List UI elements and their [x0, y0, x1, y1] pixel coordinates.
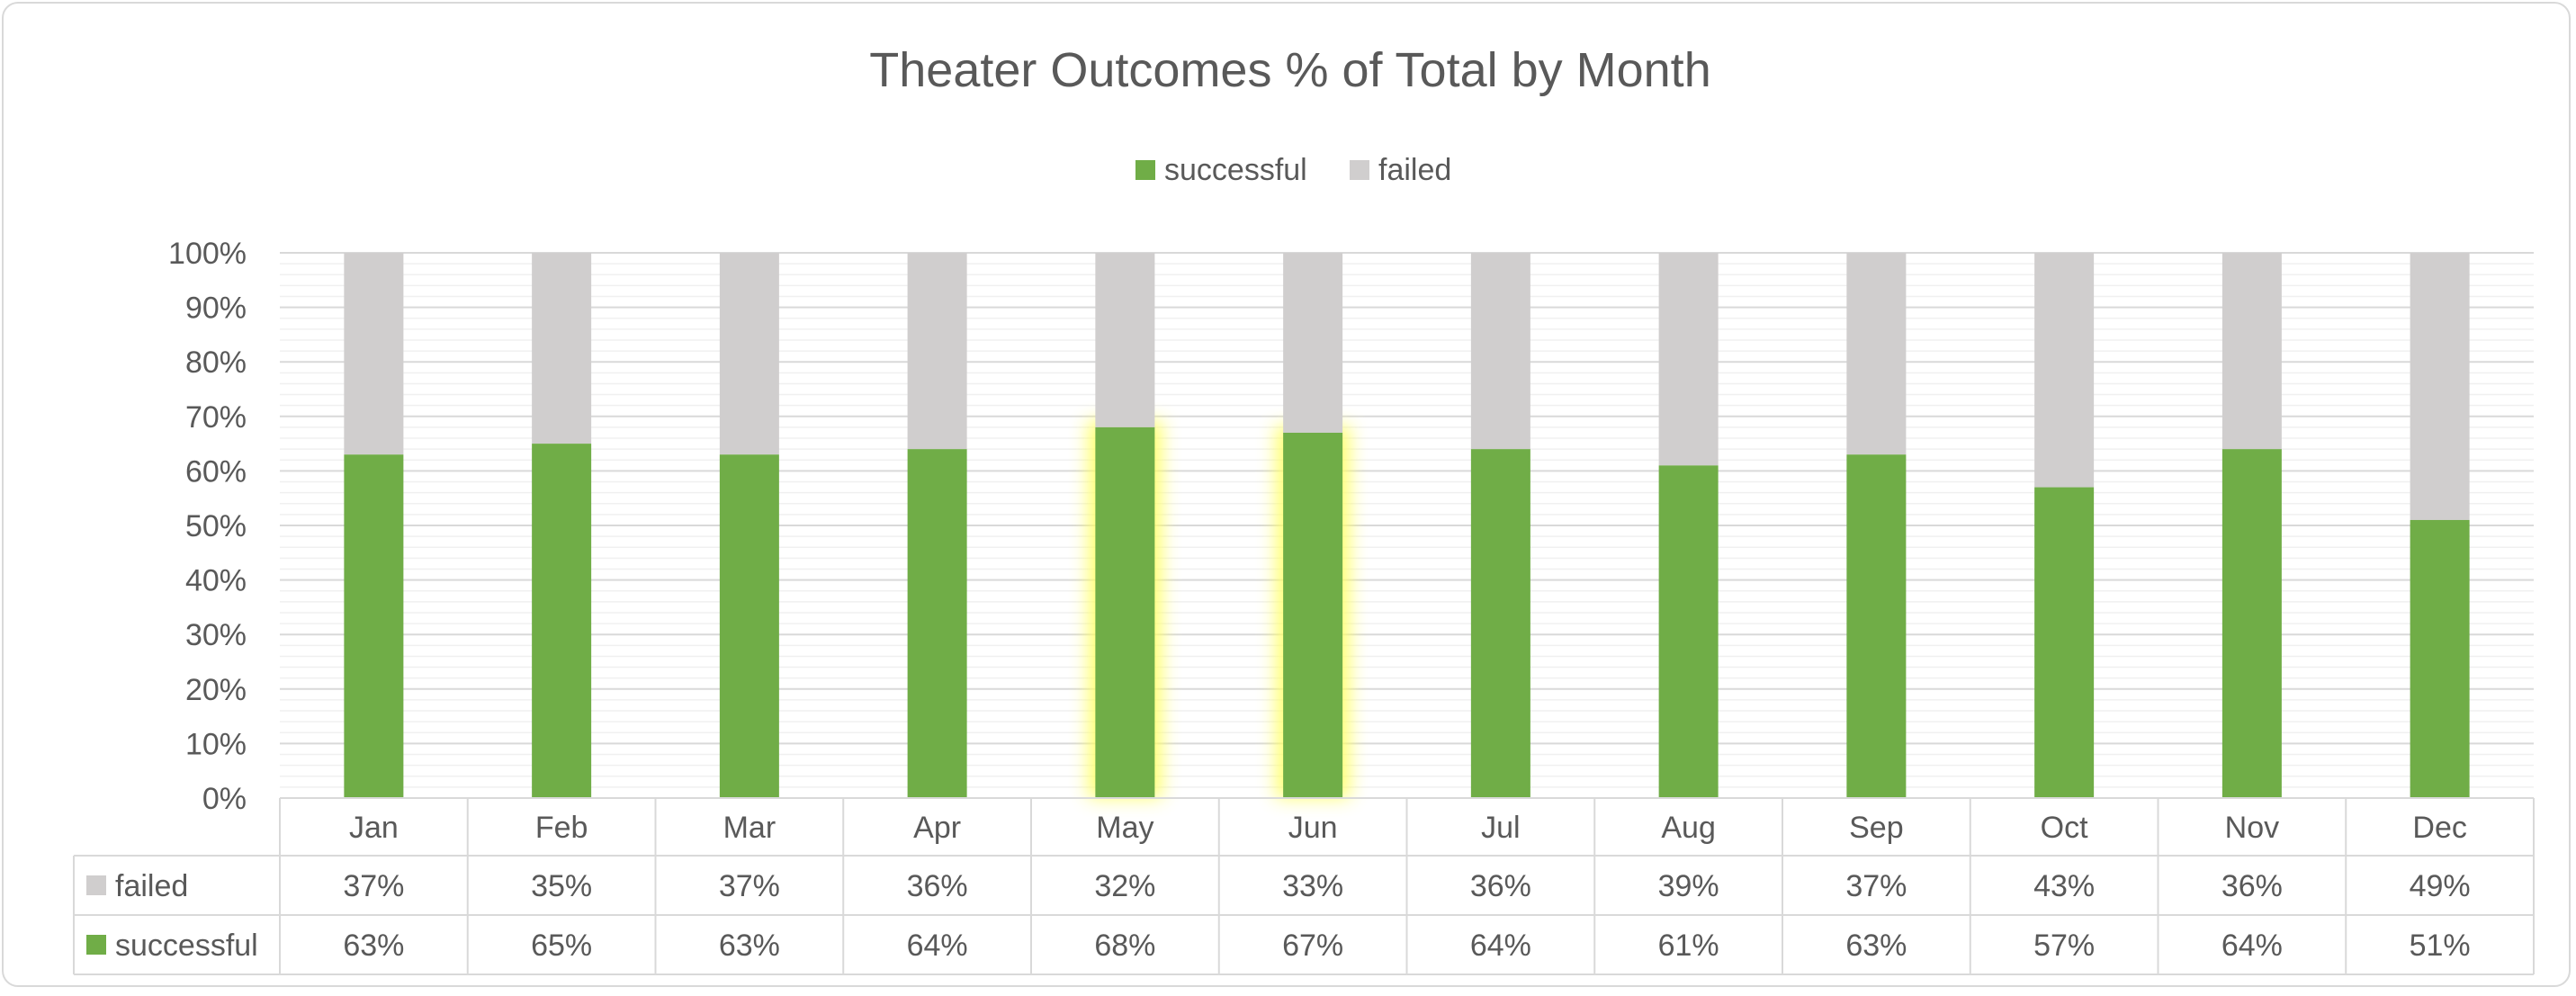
chart-svg: Theater Outcomes % of Total by Month suc…: [73, 43, 2535, 975]
bar-successful-oct: [2034, 487, 2095, 798]
bars: [344, 253, 2470, 798]
y-tick-label: 100%: [168, 237, 247, 271]
gridlines: [280, 252, 2534, 799]
data-label-successful: 67%: [1282, 929, 1343, 963]
bar-successful-aug: [1658, 465, 1719, 798]
data-label-successful: 64%: [2221, 929, 2283, 963]
y-tick-label: 10%: [185, 727, 247, 761]
bar-successful-dec: [2410, 519, 2470, 798]
data-label-successful: 65%: [531, 929, 592, 963]
data-label-successful: 61%: [1658, 929, 1719, 963]
x-tick-label: Feb: [535, 811, 588, 845]
bar-failed-may: [1095, 253, 1155, 427]
y-axis: 0% 10% 20% 30% 40% 50% 60% 70% 80% 90% 100%: [168, 237, 247, 816]
legend-label-successful: successful: [1164, 153, 1307, 187]
bar-failed-nov: [2221, 253, 2282, 450]
data-label-successful: 63%: [1845, 929, 1907, 963]
data-label-successful: 51%: [2410, 929, 2471, 963]
bar-failed-feb: [532, 253, 592, 444]
legend: successful failed: [1135, 153, 1451, 187]
x-tick-label: Jun: [1288, 811, 1338, 845]
bar-successful-sep: [1846, 454, 1907, 798]
data-label-failed: 37%: [719, 869, 780, 903]
data-label-failed: 49%: [2410, 869, 2471, 903]
legend-swatch-failed: [1350, 160, 1369, 180]
bar-failed-jul: [1470, 253, 1530, 450]
data-label-successful: 68%: [1094, 929, 1155, 963]
y-tick-label: 30%: [185, 618, 247, 652]
bar-failed-jun: [1283, 253, 1343, 433]
table-key-failed: [86, 875, 106, 895]
bar-failed-jan: [344, 253, 404, 455]
y-tick-label: 40%: [185, 564, 247, 598]
bar-successful-jul: [1470, 449, 1530, 798]
bar-failed-sep: [1846, 253, 1907, 455]
legend-label-failed: failed: [1378, 153, 1451, 187]
bar-successful-apr: [907, 449, 967, 798]
x-tick-label: Nov: [2225, 811, 2279, 845]
data-label-successful: 64%: [1470, 929, 1531, 963]
bar-failed-dec: [2410, 253, 2470, 520]
bar-successful-nov: [2221, 449, 2282, 798]
x-tick-label: May: [1096, 811, 1153, 845]
y-tick-label: 20%: [185, 673, 247, 707]
x-tick-label: Aug: [1661, 811, 1716, 845]
x-tick-label: Jan: [349, 811, 399, 845]
x-tick-label: Sep: [1849, 811, 1904, 845]
data-table: Jan Feb Mar Apr May Jun Jul Aug Sep Oct Nov Dec fail…: [73, 797, 2535, 975]
data-label-failed: 35%: [531, 869, 592, 903]
x-tick-label: Jul: [1481, 811, 1520, 845]
y-tick-label: 50%: [185, 509, 247, 543]
bar-successful-jan: [344, 454, 404, 798]
data-label-failed: 37%: [343, 869, 404, 903]
data-label-failed: 36%: [907, 869, 968, 903]
data-label-successful: 64%: [907, 929, 968, 963]
table-key-successful: [86, 935, 106, 955]
bar-failed-apr: [907, 253, 967, 450]
y-tick-label: 70%: [185, 400, 247, 435]
bar-failed-mar: [719, 253, 779, 455]
x-tick-label: Dec: [2412, 811, 2466, 845]
x-tick-label: Apr: [913, 811, 961, 845]
y-tick-label: 80%: [185, 345, 247, 380]
y-tick-label: 90%: [185, 292, 247, 326]
data-label-failed: 39%: [1658, 869, 1719, 903]
legend-swatch-successful: [1135, 160, 1155, 180]
data-label-failed: 36%: [1470, 869, 1531, 903]
data-label-failed: 32%: [1094, 869, 1155, 903]
x-tick-label: Mar: [723, 811, 776, 845]
data-label-failed: 33%: [1282, 869, 1343, 903]
data-label-successful: 63%: [719, 929, 780, 963]
data-label-successful: 57%: [2033, 929, 2095, 963]
table-row-label-successful: successful: [115, 929, 258, 963]
data-label-successful: 63%: [343, 929, 404, 963]
y-tick-label: 0%: [202, 782, 247, 816]
bar-successful-feb: [532, 444, 592, 798]
chart-title: Theater Outcomes % of Total by Month: [869, 43, 1710, 97]
table-row-label-failed: failed: [115, 869, 188, 903]
y-tick-label: 60%: [185, 454, 247, 489]
bar-successful-may: [1095, 426, 1155, 798]
data-label-failed: 37%: [1845, 869, 1907, 903]
data-label-failed: 43%: [2033, 869, 2095, 903]
bar-successful-jun: [1283, 432, 1343, 798]
bar-successful-mar: [719, 454, 779, 798]
bar-failed-oct: [2034, 253, 2095, 488]
bar-failed-aug: [1658, 253, 1719, 466]
x-tick-label: Oct: [2041, 811, 2088, 845]
data-label-failed: 36%: [2221, 869, 2283, 903]
